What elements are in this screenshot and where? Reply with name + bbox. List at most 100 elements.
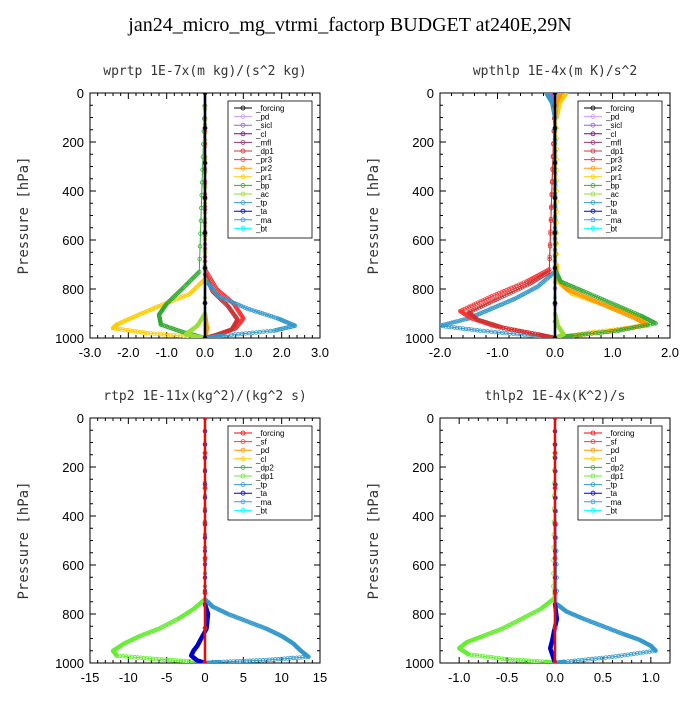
legend-marker bbox=[240, 499, 246, 505]
series-marker bbox=[552, 450, 558, 456]
legend-entry-label: _pr2 bbox=[605, 164, 623, 173]
series-marker bbox=[494, 292, 499, 297]
series-marker bbox=[470, 308, 476, 313]
series-marker bbox=[260, 311, 265, 316]
series-marker bbox=[450, 320, 455, 325]
series-marker bbox=[604, 298, 609, 304]
x-tick-label: -1.0 bbox=[155, 345, 177, 360]
series-marker bbox=[202, 265, 208, 271]
legend-entry-label: _mfl bbox=[255, 138, 271, 147]
legend-entry-label: _ma bbox=[605, 498, 622, 507]
legend-marker bbox=[240, 105, 246, 111]
legend-entry-label: _ta bbox=[255, 207, 268, 216]
series-marker bbox=[552, 625, 558, 631]
series-marker bbox=[488, 655, 493, 660]
series-marker bbox=[513, 288, 518, 293]
series-marker bbox=[217, 289, 223, 295]
y-tick-label: 600 bbox=[412, 233, 434, 248]
series-marker bbox=[115, 326, 121, 332]
series-marker bbox=[181, 658, 186, 663]
series-marker bbox=[202, 520, 208, 526]
series-marker bbox=[184, 281, 190, 287]
series-marker bbox=[147, 656, 153, 661]
series-marker bbox=[173, 658, 178, 663]
x-tick-label: 0.0 bbox=[546, 670, 564, 685]
series-marker bbox=[496, 290, 502, 296]
x-tick-label: 0 bbox=[201, 670, 208, 685]
series-marker bbox=[174, 296, 179, 302]
series-marker bbox=[480, 303, 486, 308]
series-marker bbox=[247, 307, 252, 312]
series-marker bbox=[473, 301, 479, 306]
series-marker bbox=[440, 323, 443, 328]
series-marker bbox=[185, 280, 191, 286]
legend-entry-label: _dp1 bbox=[255, 147, 274, 156]
series-marker bbox=[236, 302, 242, 308]
series-marker bbox=[153, 656, 159, 662]
legend-entry-label: _bt bbox=[605, 224, 618, 233]
series-marker bbox=[128, 328, 133, 333]
legend-entry-label: _cl bbox=[255, 455, 266, 464]
legend-marker bbox=[240, 482, 246, 487]
y-tick-label: 1000 bbox=[405, 331, 434, 346]
series-marker bbox=[242, 305, 248, 310]
series-marker bbox=[644, 649, 649, 655]
legend-entry-label: _ac bbox=[605, 190, 619, 199]
legend-marker bbox=[590, 122, 596, 128]
series-marker bbox=[189, 276, 195, 282]
series-marker bbox=[202, 93, 208, 96]
series-marker bbox=[244, 306, 250, 311]
y-tick-label: 400 bbox=[62, 509, 84, 524]
legend-entry-label: _dp1 bbox=[605, 472, 624, 481]
series-marker bbox=[517, 328, 522, 334]
legend-entry-label: _cl bbox=[255, 130, 266, 139]
series-marker bbox=[478, 304, 484, 309]
series-marker bbox=[440, 323, 446, 329]
legend-marker bbox=[240, 217, 246, 223]
series-marker bbox=[478, 299, 483, 304]
x-tick-label: 1.0 bbox=[603, 345, 621, 360]
series-marker bbox=[232, 301, 238, 306]
series-marker bbox=[230, 300, 235, 305]
series-marker bbox=[132, 329, 138, 334]
legend-marker bbox=[240, 148, 246, 154]
series-marker bbox=[482, 297, 488, 302]
series-marker bbox=[546, 334, 552, 338]
panel-wprtp: wprtp 1E-7x(m kg)/(s^2 kg) Pressure [hPa]… bbox=[0, 55, 350, 385]
series-marker bbox=[477, 318, 482, 323]
legend-entry-label: _pr3 bbox=[605, 156, 623, 165]
series-marker bbox=[626, 326, 632, 331]
series-marker bbox=[475, 300, 481, 305]
series-marker bbox=[552, 195, 558, 201]
series-marker bbox=[159, 657, 164, 662]
series-marker bbox=[650, 648, 655, 654]
series-marker bbox=[186, 659, 192, 663]
series-marker bbox=[547, 244, 553, 249]
series-group bbox=[440, 93, 658, 338]
legend-marker bbox=[590, 217, 596, 223]
y-tick-label: 0 bbox=[77, 86, 84, 101]
y-tick-label: 600 bbox=[412, 558, 434, 573]
legend-marker bbox=[240, 200, 246, 206]
legend-marker bbox=[590, 473, 596, 479]
series-marker bbox=[640, 323, 645, 329]
series-marker bbox=[303, 654, 308, 660]
series-marker bbox=[552, 520, 558, 526]
series-marker bbox=[294, 655, 299, 660]
series-marker bbox=[202, 335, 208, 338]
series-marker bbox=[120, 653, 126, 659]
series-marker bbox=[509, 285, 514, 291]
legend-marker bbox=[240, 507, 246, 513]
chart-rtp2: rtp2 1E-11x(kg^2)/(kg^2 s) Pressure [hPa]… bbox=[16, 389, 327, 685]
panel-wpthlp: wpthlp 1E-4x(m K)/s^2 Pressure [hPa] 0 200 4… bbox=[350, 55, 700, 385]
series-marker bbox=[455, 325, 460, 331]
series-marker bbox=[509, 327, 514, 332]
series-marker bbox=[624, 326, 629, 332]
series-group bbox=[456, 418, 658, 663]
x-tick-label: 1.0 bbox=[642, 670, 660, 685]
series-marker bbox=[460, 317, 465, 323]
legend-entry-label: _ma bbox=[605, 216, 622, 225]
series-marker bbox=[634, 324, 640, 330]
y-tick-label: 200 bbox=[62, 135, 84, 150]
series-marker bbox=[524, 658, 529, 663]
